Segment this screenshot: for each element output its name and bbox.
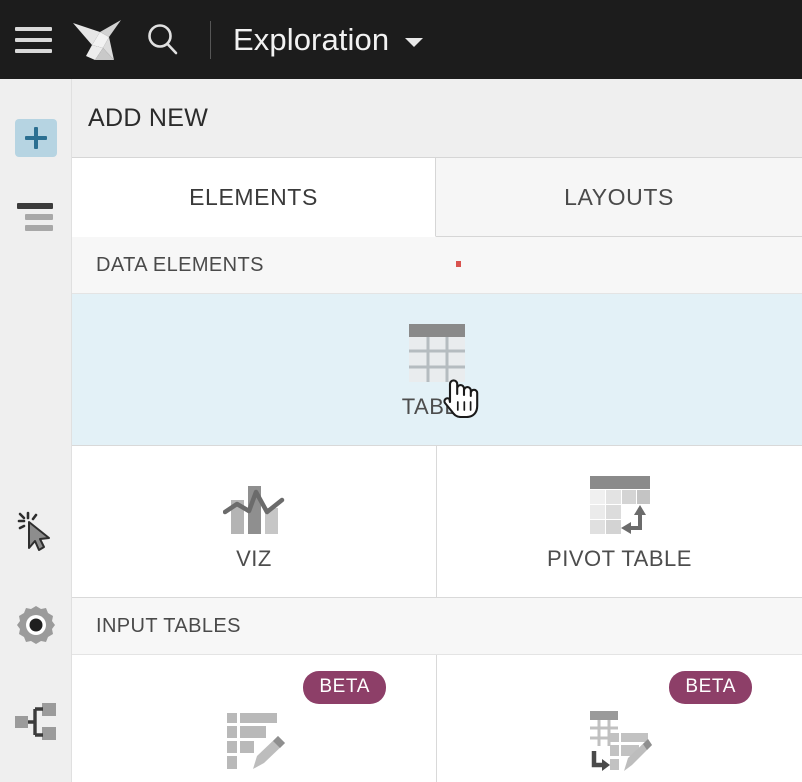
- sidebar-item-interactions[interactable]: [0, 506, 71, 556]
- node-network-icon: [14, 703, 56, 740]
- notification-dot-icon: [456, 261, 461, 267]
- card-input-table[interactable]: BETA: [72, 655, 437, 782]
- panel-title: ADD NEW: [88, 103, 209, 132]
- section-header-input-tables: INPUT TABLES: [72, 598, 802, 655]
- card-input-table-transform[interactable]: BETA: [437, 655, 802, 782]
- exploration-title-dropdown[interactable]: Exploration: [217, 22, 424, 57]
- page-title: Exploration: [233, 22, 390, 57]
- panel-header: ADD NEW: [72, 79, 802, 158]
- card-table[interactable]: TABLE: [72, 294, 802, 446]
- cursor-click-icon: [17, 511, 50, 551]
- sidebar-item-hierarchy[interactable]: [0, 194, 71, 240]
- card-row-input-tables: BETA: [72, 655, 802, 782]
- plus-icon: [24, 127, 47, 149]
- top-header-bar: Exploration: [0, 0, 802, 79]
- input-table-transform-edit-icon: [588, 710, 652, 773]
- pivot-table-icon: [589, 472, 650, 534]
- beta-badge: BETA: [303, 671, 386, 704]
- left-rail-sidebar: [0, 79, 72, 782]
- section-title: DATA ELEMENTS: [96, 253, 264, 276]
- tab-layouts-label: LAYOUTS: [564, 183, 674, 210]
- card-row-table: TABLE: [72, 294, 802, 446]
- sidebar-item-add-new[interactable]: [0, 112, 71, 164]
- search-button[interactable]: [128, 0, 198, 79]
- list-hierarchy-icon: [16, 203, 55, 231]
- beta-badge: BETA: [669, 671, 752, 704]
- hamburger-menu-button[interactable]: [0, 0, 66, 79]
- section-header-data-elements: DATA ELEMENTS: [72, 237, 802, 294]
- tab-elements[interactable]: ELEMENTS: [72, 158, 436, 237]
- card-pivot-table-label: PIVOT TABLE: [547, 545, 692, 571]
- table-grid-icon: [409, 320, 465, 382]
- card-table-label: TABLE: [401, 393, 473, 419]
- header-divider: [210, 20, 211, 59]
- card-viz-label: VIZ: [236, 545, 272, 571]
- card-row-viz-pivot: VIZ: [72, 446, 802, 598]
- app-logo-button[interactable]: [66, 0, 128, 79]
- add-new-tile: [14, 119, 57, 157]
- card-viz[interactable]: VIZ: [72, 446, 437, 598]
- sidebar-item-settings[interactable]: [0, 600, 71, 650]
- input-table-edit-icon: [223, 711, 285, 773]
- search-icon: [148, 23, 178, 54]
- add-new-panel: ADD NEW ELEMENTS LAYOUTS DATA ELEMENTS: [72, 79, 802, 782]
- gear-icon: [16, 606, 55, 644]
- bar-line-chart-icon: [223, 472, 285, 534]
- tab-elements-label: ELEMENTS: [189, 183, 318, 210]
- hamburger-menu-icon: [14, 26, 52, 53]
- panel-tabs: ELEMENTS LAYOUTS: [72, 158, 802, 237]
- origami-bird-logo-icon: [73, 19, 121, 60]
- card-pivot-table[interactable]: PIVOT TABLE: [437, 446, 802, 598]
- chevron-down-icon: [405, 37, 424, 47]
- sidebar-item-relations[interactable]: [0, 696, 71, 746]
- section-title: INPUT TABLES: [96, 614, 241, 637]
- tab-layouts[interactable]: LAYOUTS: [436, 158, 802, 237]
